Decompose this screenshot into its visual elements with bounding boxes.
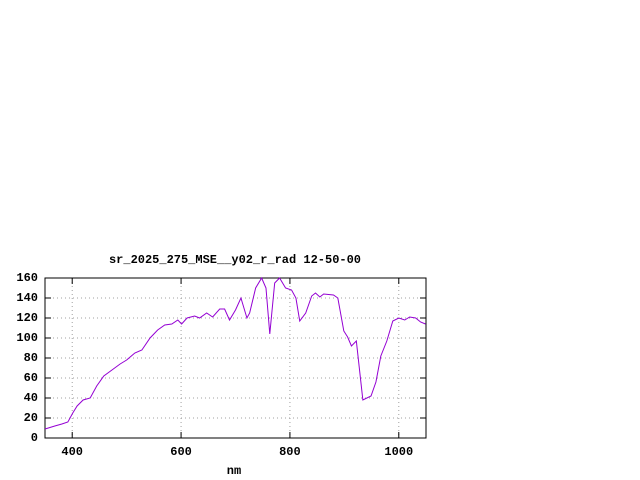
y-tick-label: 80	[24, 351, 38, 365]
y-tick-label: 40	[24, 391, 38, 405]
x-axis-label: nm	[227, 464, 241, 478]
chart-title: sr_2025_275_MSE__y02_r_rad 12-50-00	[109, 253, 361, 267]
x-tick-label: 400	[61, 445, 83, 459]
x-tick-label: 600	[170, 445, 192, 459]
y-tick-label: 60	[24, 371, 38, 385]
y-tick-label: 0	[31, 431, 38, 445]
y-tick-label: 160	[16, 271, 38, 285]
y-tick-label: 140	[16, 291, 38, 305]
y-tick-label: 120	[16, 311, 38, 325]
x-tick-label: 1000	[384, 445, 413, 459]
plot-border	[44, 277, 427, 439]
x-tick-label: 800	[279, 445, 301, 459]
data-line	[44, 276, 426, 430]
y-tick-label: 100	[16, 331, 38, 345]
y-tick-label: 20	[24, 411, 38, 425]
